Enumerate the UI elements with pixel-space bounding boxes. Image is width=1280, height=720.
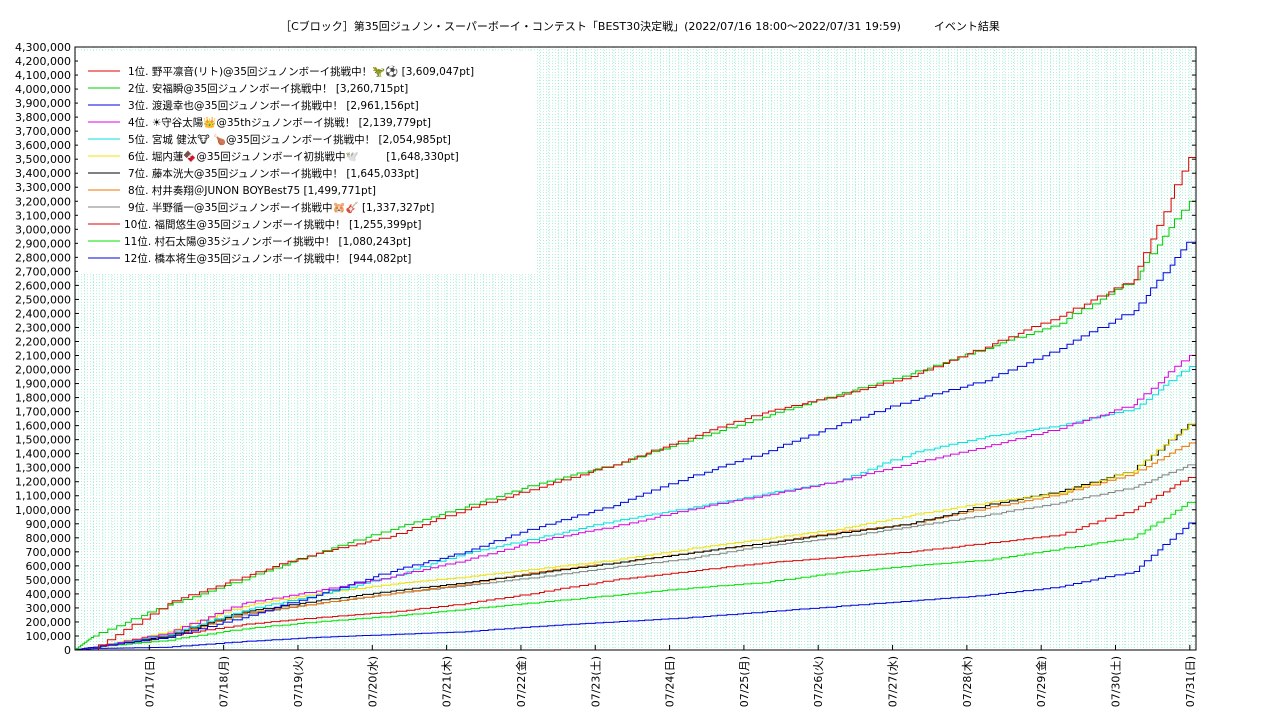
y-tick-label: 2,100,000 [15,350,71,363]
y-tick-label: 800,000 [26,532,72,545]
legend-entry: 6位. 堀内蓮🍫@35回ジュノンボーイ初挑戦中🕊️ [1,648,330pt] [128,150,459,163]
y-tick-label: 100,000 [26,630,72,643]
y-tick-label: 3,700,000 [15,125,71,138]
y-tick-label: 3,900,000 [15,97,71,110]
y-tick-label: 300,000 [26,602,72,615]
x-tick-label: 07/28(木) [961,656,974,707]
y-tick-label: 1,600,000 [15,420,71,433]
y-tick-label: 1,000,000 [15,504,71,517]
series-line-1 [75,143,1197,651]
y-tick-label: 4,200,000 [15,55,71,68]
y-tick-label: 1,500,000 [15,434,71,447]
x-tick-label: 07/22(金) [514,656,528,707]
y-tick-label: 3,000,000 [15,223,71,236]
legend-background [78,52,536,274]
y-tick-label: 1,900,000 [15,378,71,391]
y-tick-label: 3,500,000 [15,153,71,166]
series-line-6 [75,418,1197,651]
y-tick-label: 2,400,000 [15,307,71,320]
x-tick-label: 07/31(日) [1184,656,1197,707]
series-line-4 [75,349,1197,651]
legend-entry: 12位. 橋本将生@35回ジュノンボーイ挑戦中！ [944,082pt] [124,252,411,265]
series-line-3 [75,234,1197,651]
y-tick-label: 200,000 [26,616,72,629]
legend-entry: 5位. 宮城 健汰🐮 🍗@35回ジュノンボーイ挑戦中！ [2,054,985pt… [128,133,451,146]
y-tick-label: 1,100,000 [15,490,71,503]
legend-entry: 7位. 藤本洸大@35回ジュノンボーイ挑戦中！ [1,645,033pt] [128,167,419,180]
y-tick-label: 700,000 [26,546,72,559]
y-tick-label: 3,300,000 [15,181,71,194]
y-tick-label: 600,000 [26,560,72,573]
series-line-10 [75,474,1197,651]
x-tick-label: 07/25(月) [738,656,751,707]
y-tick-label: 900,000 [26,518,72,531]
y-tick-label: 4,100,000 [15,69,71,82]
legend-entry: 3位. 渡邊幸也@35回ジュノンボーイ挑戦中！ [2,961,156pt] [128,99,419,112]
y-axis: 0100,000200,000300,000400,000500,000600,… [15,41,1196,657]
y-tick-label: 2,900,000 [15,237,71,250]
y-tick-label: 0 [64,644,71,657]
y-tick-label: 1,700,000 [15,406,71,419]
y-tick-label: 3,400,000 [15,167,71,180]
y-tick-label: 2,700,000 [15,265,71,278]
x-tick-label: 07/24(日) [664,656,677,707]
series-line-8 [75,439,1197,651]
legend-entry: 10位. 福間悠生@35回ジュノンボーイ挑戦中！ [1,255,399pt] [124,218,421,231]
y-tick-label: 400,000 [26,588,72,601]
series-line-11 [75,498,1197,651]
x-tick-label: 07/20(水) [366,656,379,707]
legend-entry: 11位. 村石太陽@35ジュノンボーイ挑戦中！ [1,080,243pt] [124,235,411,248]
x-tick-label: 07/18(月) [218,656,231,707]
y-tick-label: 1,400,000 [15,448,71,461]
y-tick-label: 500,000 [26,574,72,587]
x-tick-label: 07/19(火) [292,656,305,707]
y-tick-label: 2,200,000 [15,335,71,348]
x-tick-label: 07/26(火) [812,656,825,707]
x-tick-label: 07/29(金) [1034,656,1048,707]
y-tick-label: 3,100,000 [15,209,71,222]
legend-entry: 8位. 村井奏翔＠JUNON BOYBest75 [1,499,771pt] [128,184,376,197]
y-tick-label: 4,000,000 [15,83,71,96]
y-tick-label: 2,600,000 [15,279,71,292]
y-tick-label: 1,300,000 [15,462,71,475]
y-tick-label: 2,300,000 [15,321,71,334]
series-line-5 [75,361,1197,651]
y-tick-label: 3,600,000 [15,139,71,152]
x-tick-label: 07/30(土) [1110,656,1123,707]
series-line-12 [75,517,1197,651]
legend-entry: 4位. ☀守谷太陽👑@35thジュノンボーイ挑戦！ [2,139,779pt] [128,116,431,129]
y-tick-label: 3,800,000 [15,111,71,124]
series-line-7 [75,419,1197,651]
y-tick-label: 2,800,000 [15,251,71,264]
plot-frame [74,46,1197,651]
legend-entry: 2位. 安福瞬@35回ジュノンボーイ挑戦中！ [3,260,715pt] [128,82,408,95]
legend: 1位. 野平凛音(リト)@35回ジュノンボーイ挑戦中！🦖⚽ [3,609,047… [78,52,536,274]
x-tick-label: 07/27(水) [887,656,900,707]
legend-entry: 9位. 半野循一@35回ジュノンボーイ挑戦中🐹🎸 [1,337,327pt] [128,201,434,214]
y-tick-label: 3,200,000 [15,195,71,208]
x-tick-label: 07/21(木) [441,656,454,707]
y-tick-label: 2,000,000 [15,364,71,377]
y-tick-label: 2,500,000 [15,293,71,306]
chart-title: ［Cブロック］第35回ジュノン・スーパーボーイ・コンテスト「BEST30決定戦」… [280,20,1000,33]
y-tick-label: 1,800,000 [15,392,71,405]
x-tick-label: 07/23(土) [589,656,602,707]
x-tick-label: 07/17(日) [143,656,156,707]
legend-entry: 1位. 野平凛音(リト)@35回ジュノンボーイ挑戦中！🦖⚽ [3,609,047… [128,65,474,78]
x-axis: 07/17(日) 07/18(月) 07/19(火) 07/20(水) 07/21(木)… [143,645,1197,707]
y-tick-label: 1,200,000 [15,476,71,489]
series-layer [75,143,1197,651]
y-tick-label: 4,300,000 [15,41,71,54]
